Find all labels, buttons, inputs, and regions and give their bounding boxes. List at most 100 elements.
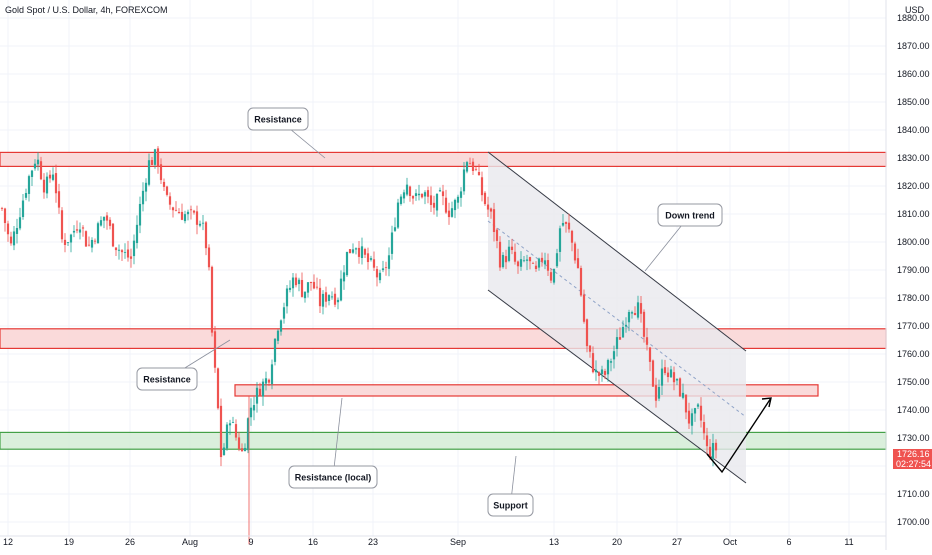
candle-body (333, 293, 337, 305)
candle-body (339, 278, 343, 301)
candle-body (108, 219, 112, 226)
candle-body (129, 256, 133, 259)
candle-body (246, 418, 250, 451)
callout-label-support: Support (493, 501, 528, 511)
candle-body (405, 184, 409, 195)
candle-body (654, 385, 658, 401)
candle-body (252, 405, 256, 411)
candle-body (369, 258, 373, 260)
candle-body (243, 447, 247, 452)
candle-body (201, 222, 205, 224)
candle-body (417, 193, 421, 196)
callout-box[interactable] (247, 107, 309, 131)
candle-body (489, 208, 493, 212)
candle-body (570, 230, 574, 243)
price-tag: 1726.16 02:27:54 (893, 449, 932, 469)
candle-body (615, 337, 619, 349)
candle-body (588, 345, 592, 352)
candle-body (420, 193, 424, 198)
candle-body (288, 287, 292, 290)
candle-body (585, 319, 589, 347)
candle-body (618, 337, 622, 340)
candle-body (24, 192, 28, 198)
candle-body (546, 260, 550, 271)
candle-body (477, 171, 481, 176)
x-tick-label: 12 (3, 537, 13, 547)
y-tick-label: 1740.00 (897, 405, 930, 415)
candle-body (72, 230, 76, 233)
candle-body (105, 215, 109, 221)
candle-body (441, 191, 445, 197)
x-tick-label: Sep (450, 537, 466, 547)
candle-body (111, 223, 115, 247)
candle-body (204, 222, 208, 249)
candle-body (507, 246, 511, 261)
candle-body (672, 372, 676, 383)
resistance-zone[interactable] (0, 328, 887, 349)
candle-body (429, 195, 433, 205)
candle-body (21, 200, 25, 217)
candle-body (324, 292, 328, 302)
candle-body (648, 347, 652, 362)
candle-body (360, 246, 364, 259)
y-tick-label: 1870.00 (897, 41, 930, 51)
candle-body (681, 392, 685, 398)
candle-body (423, 192, 427, 197)
candle-body (255, 387, 259, 404)
projection-arrow[interactable] (706, 397, 772, 474)
candle-body (192, 210, 196, 213)
candle-body (438, 190, 442, 192)
price-tag-countdown: 02:27:54 (896, 459, 931, 469)
candle-body (78, 229, 82, 233)
candle-body (480, 177, 484, 196)
candle-body (225, 424, 229, 449)
callout-box[interactable] (487, 493, 534, 517)
candle-body (177, 211, 181, 214)
candle-body (459, 191, 463, 198)
support-zone[interactable] (0, 431, 887, 450)
candle-body (411, 195, 415, 199)
candle-body (183, 214, 187, 222)
candle-body (354, 248, 358, 250)
candle-body (504, 256, 508, 263)
candle-body (558, 228, 562, 252)
candle-body (513, 251, 517, 262)
callout-box[interactable] (136, 367, 198, 391)
candle-body (612, 351, 616, 360)
callout-box[interactable] (657, 203, 723, 227)
candle-body (531, 263, 535, 264)
candle-body (603, 370, 607, 375)
y-tick-label: 1780.00 (897, 293, 930, 303)
resistance-zone[interactable] (234, 384, 819, 397)
callout-box[interactable] (288, 465, 378, 489)
candle-body (273, 338, 277, 362)
projection-arrowhead (761, 397, 772, 408)
channel-lower-line[interactable] (487, 289, 747, 484)
y-tick-label: 1760.00 (897, 349, 930, 359)
resistance-zone[interactable] (0, 151, 887, 167)
candle-body (687, 410, 691, 424)
candle-body (468, 163, 472, 165)
candle-body (96, 223, 100, 244)
candle-body (15, 228, 19, 234)
candle-body (150, 160, 154, 165)
candle-body (321, 293, 325, 307)
candle-body (639, 303, 643, 314)
candle-body (375, 269, 379, 278)
candle-body (696, 404, 700, 407)
candle-body (366, 253, 370, 263)
callout-label-resistance-local: Resistance (local) (295, 473, 372, 483)
candle-body (120, 250, 124, 253)
candle-body (240, 448, 244, 452)
channel-upper-line[interactable] (487, 151, 747, 352)
price-tag-bg (893, 449, 932, 469)
candle-body (18, 217, 22, 229)
candle-body (144, 182, 148, 192)
y-tick-label: 1700.00 (897, 517, 930, 527)
candle-body (393, 227, 397, 231)
candle-body (525, 259, 529, 261)
candle-body (42, 179, 46, 193)
candle-body (372, 259, 376, 268)
